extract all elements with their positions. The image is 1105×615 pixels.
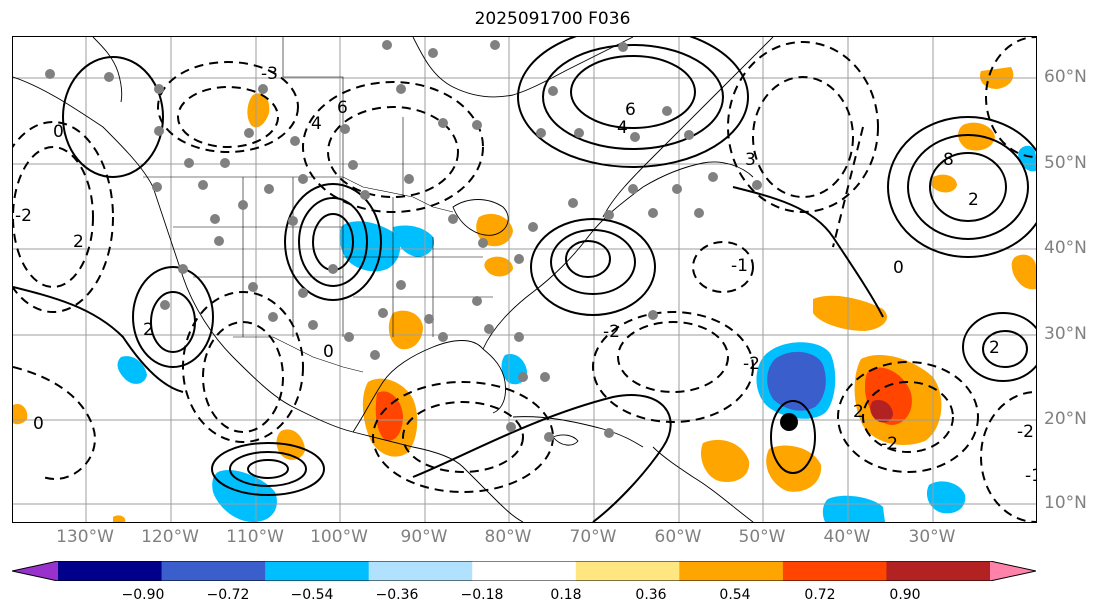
- colorbar-segments: [12, 561, 1036, 581]
- positive-area: [1011, 254, 1036, 290]
- contour-label: 2: [968, 190, 979, 210]
- colorbar-segment: [679, 561, 784, 581]
- negative-area: [767, 351, 826, 411]
- contour-label: -2: [603, 322, 620, 342]
- latitude-label: 60°N: [1044, 67, 1087, 87]
- colorbar-tick-label: 0.54: [719, 587, 751, 603]
- contour-label: 0: [893, 258, 904, 278]
- longitude-label: 100°W: [310, 527, 368, 547]
- graticule: [13, 37, 1036, 522]
- positive-area: [247, 93, 270, 128]
- positive-area: [766, 445, 822, 492]
- contour-label: 3: [745, 150, 756, 170]
- colorbar-segment: [58, 561, 163, 581]
- colorbar-tick-label: −0.36: [375, 587, 419, 603]
- positive-area: [375, 391, 403, 441]
- negative-area: [1018, 145, 1036, 172]
- positive-area: [870, 399, 893, 423]
- contour-label: -1: [1025, 466, 1036, 486]
- longitude-label: 40°W: [823, 527, 871, 547]
- colorbar-segment: [472, 561, 577, 581]
- longitude-label: 110°W: [226, 527, 284, 547]
- colorbar-tick-label: 0.18: [550, 587, 582, 603]
- longitude-label: 60°W: [654, 527, 702, 547]
- map-title: 2025091700 F036: [474, 9, 631, 29]
- negative-area: [117, 356, 147, 384]
- contour-label: -2: [15, 206, 32, 226]
- colorbar-tick-label: −0.90: [121, 587, 165, 603]
- colorbar-tick-label: 0.72: [804, 587, 836, 603]
- contour-label: 2: [989, 338, 1000, 358]
- negative-area: [926, 481, 966, 514]
- contour-label: 6: [625, 100, 636, 120]
- station-markers: [45, 40, 762, 442]
- positive-area: [13, 403, 28, 425]
- contour-label: 6: [337, 98, 348, 118]
- colorbar-segment: [886, 561, 991, 581]
- negative-area: [339, 221, 401, 272]
- contour-label: 2: [73, 232, 84, 252]
- negative-contours: [13, 37, 1036, 522]
- map-canvas: 6 4 2 -2 0 -3 8 6 4 2 -2 0 2 -2 0 2 -2 0…: [13, 37, 1036, 522]
- positive-area: [958, 122, 995, 151]
- longitude-label: 80°W: [484, 527, 532, 547]
- contour-label: -2: [1017, 422, 1034, 442]
- contour-label: 2: [143, 320, 154, 340]
- positive-area: [700, 439, 750, 483]
- positive-area: [930, 174, 957, 193]
- colorbar-segment: [575, 561, 680, 581]
- colorbar-segment: [161, 561, 266, 581]
- positive-area: [388, 310, 423, 350]
- contour-label: 4: [311, 114, 322, 134]
- latitude-label: 30°N: [1044, 324, 1087, 344]
- shading-layer: [13, 67, 1036, 522]
- contour-label: -2: [881, 434, 898, 454]
- contour-label: 2: [853, 402, 864, 422]
- longitude-label: 90°W: [400, 527, 448, 547]
- colorbar-tick-label: −0.54: [290, 587, 334, 603]
- contour-labels: 6 4 2 -2 0 -3 8 6 4 2 -2 0 2 -2 0 2 -2 0…: [15, 64, 1036, 486]
- colorbar-tick-label: 0.90: [889, 587, 921, 603]
- colorbar-extend-low: [12, 561, 58, 581]
- longitude-label: 50°W: [738, 527, 786, 547]
- colorbar-segment: [368, 561, 473, 581]
- coastlines: [13, 37, 774, 522]
- contour-label: 4: [617, 118, 628, 138]
- longitude-label: 120°W: [141, 527, 199, 547]
- colorbar-segment: [782, 561, 887, 581]
- storm-center-marker: [780, 413, 798, 431]
- colorbar-segment: [265, 561, 370, 581]
- latitude-label: 50°N: [1044, 153, 1087, 173]
- contour-label: 0: [33, 414, 44, 434]
- negative-area: [212, 469, 277, 522]
- positive-area: [484, 256, 513, 277]
- colorbar-extend-high: [990, 561, 1036, 581]
- latitude-label: 10°N: [1044, 493, 1087, 513]
- colorbar-tick-label: −0.72: [206, 587, 250, 603]
- latitude-label: 20°N: [1044, 409, 1087, 429]
- contour-label: 8: [943, 150, 954, 170]
- contour-label: 0: [323, 342, 334, 362]
- contour-label: 0: [53, 122, 64, 142]
- positive-area: [813, 295, 887, 331]
- colorbar-tick-label: −0.18: [460, 587, 504, 603]
- positive-contours: [13, 37, 1036, 522]
- contour-label: -2: [743, 354, 760, 374]
- longitude-label: 30°W: [908, 527, 956, 547]
- map-panel[interactable]: 6 4 2 -2 0 -3 8 6 4 2 -2 0 2 -2 0 2 -2 0…: [12, 36, 1037, 523]
- longitude-label: 130°W: [56, 527, 114, 547]
- contour-label: -3: [261, 64, 278, 84]
- negative-area: [822, 495, 885, 522]
- contour-label: -1: [731, 256, 748, 276]
- colorbar: [12, 561, 1036, 581]
- positive-area: [113, 515, 126, 522]
- positive-area: [476, 213, 513, 247]
- latitude-label: 40°N: [1044, 238, 1087, 258]
- colorbar-tick-label: 0.36: [635, 587, 667, 603]
- longitude-label: 70°W: [569, 527, 617, 547]
